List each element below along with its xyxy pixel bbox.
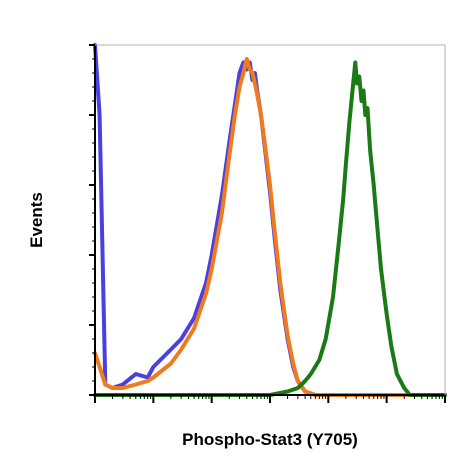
x-axis-label: Phospho-Stat3 (Y705) xyxy=(182,430,358,449)
axes-layer xyxy=(89,44,446,403)
y-axis-label: Events xyxy=(27,192,46,248)
series-line-3 xyxy=(93,60,447,397)
series-layer xyxy=(93,43,447,397)
series-line-2 xyxy=(93,57,447,397)
